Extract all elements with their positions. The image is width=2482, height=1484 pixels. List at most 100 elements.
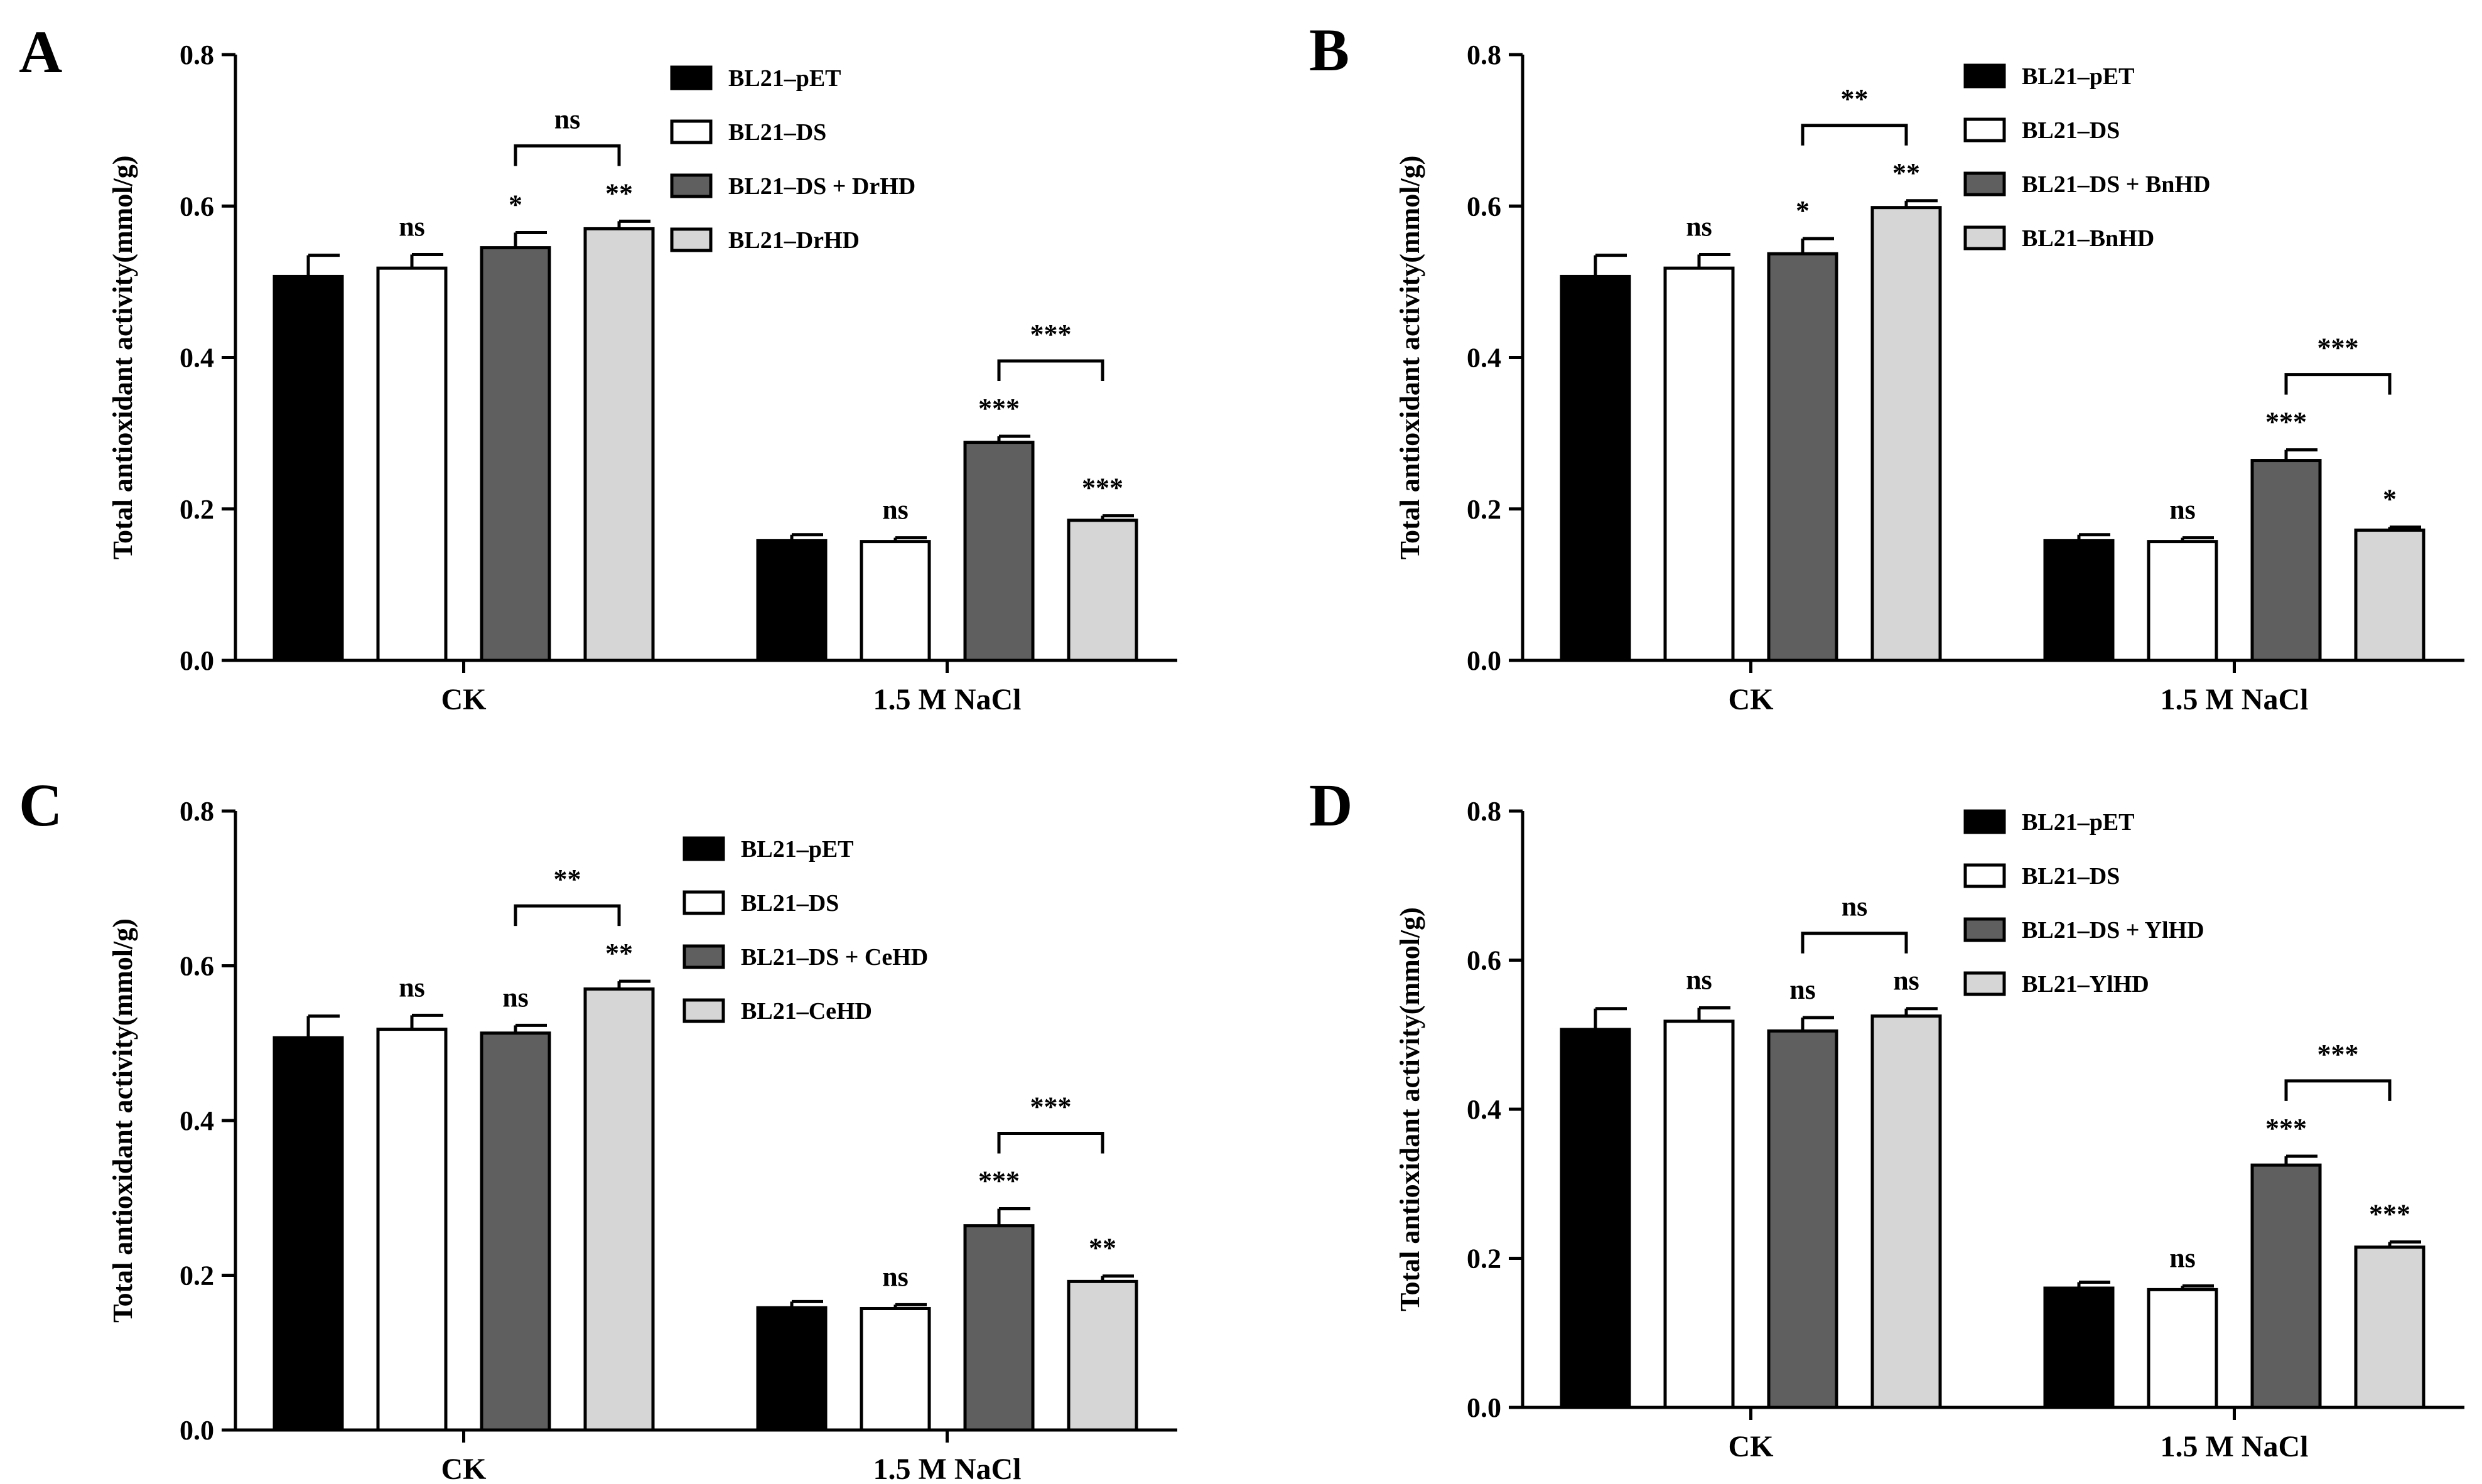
bar <box>376 266 448 662</box>
bar <box>756 1306 828 1432</box>
bracket-label: ns <box>1842 891 1868 922</box>
comparison-bracket <box>1801 932 1908 954</box>
legend-label: BL21–DrHD <box>728 227 860 254</box>
legend-label: BL21–DS + YlHD <box>2022 917 2204 944</box>
y-tick-label: 0.4 <box>180 1105 214 1136</box>
legend-swatch <box>670 173 713 198</box>
y-tick-label: 0.4 <box>1467 343 1501 374</box>
x-category-label: 1.5 M NaCl <box>2161 683 2309 716</box>
bar <box>272 274 344 662</box>
bar <box>1870 206 1942 662</box>
x-category-label: CK <box>441 1453 487 1484</box>
bar <box>583 227 655 662</box>
bar <box>1067 519 1138 662</box>
y-tick-label: 0.2 <box>180 494 214 525</box>
panel-label: B <box>1309 16 1349 83</box>
bar <box>2250 1163 2322 1409</box>
y-tick-label: 0.6 <box>1467 191 1501 222</box>
bar <box>1663 266 1735 662</box>
significance-label: * <box>509 189 522 220</box>
significance-label: *** <box>1082 473 1123 503</box>
bar <box>963 1224 1035 1432</box>
bar <box>480 246 551 662</box>
legend-label: BL21–DS <box>2022 863 2120 890</box>
bar <box>1663 1019 1735 1409</box>
y-tick-label: 0.2 <box>180 1261 214 1291</box>
legend-label: BL21–DS <box>2022 117 2120 144</box>
significance-label: *** <box>978 393 1020 424</box>
y-tick-label: 0.8 <box>1467 796 1501 827</box>
legend-swatch <box>1963 225 2006 250</box>
chart-panel-c: C 0.0 0.2 0.4 0.6 0.8 Total antioxidant activi… <box>19 772 1177 1484</box>
bar <box>1067 1279 1138 1432</box>
y-axis-label: Total antioxidant activity(mmol/g) <box>107 918 138 1323</box>
significance-label: ns <box>1893 965 1919 996</box>
bar <box>272 1036 344 1432</box>
x-category-label: 1.5 M NaCl <box>873 1453 1022 1484</box>
significance-label: ns <box>399 972 425 1003</box>
legend-swatch <box>683 944 725 969</box>
y-tick-label: 0.8 <box>180 796 214 827</box>
y-tick-label: 0.4 <box>1467 1094 1501 1125</box>
significance-label: * <box>1796 195 1810 226</box>
y-tick-label: 0.6 <box>180 191 214 222</box>
significance-label: *** <box>2265 1113 2307 1144</box>
y-tick-label: 0.2 <box>1467 494 1501 525</box>
comparison-bracket <box>2284 1079 2392 1101</box>
significance-label: ns <box>1686 965 1712 996</box>
y-tick-label: 0.8 <box>1467 40 1501 70</box>
bracket-label: ** <box>554 864 581 895</box>
significance-label: ns <box>502 982 529 1013</box>
legend-label: BL21–CeHD <box>741 998 872 1024</box>
legend-swatch <box>1963 809 2006 834</box>
legend-label: BL21–pET <box>741 836 854 863</box>
bar <box>1560 1028 1631 1409</box>
y-tick-label: 0.6 <box>1467 945 1501 976</box>
bar <box>1767 1029 1838 1409</box>
legend-label: BL21–DS + BnHD <box>2022 171 2210 198</box>
significance-label: ns <box>1686 211 1712 242</box>
bar <box>756 539 828 662</box>
legend-label: BL21–DS <box>741 890 839 917</box>
bar <box>1767 252 1838 662</box>
bar <box>480 1031 551 1432</box>
bar <box>2147 540 2218 662</box>
significance-label: *** <box>2369 1198 2410 1229</box>
panel-label: D <box>1309 772 1352 839</box>
y-tick-label: 0.8 <box>180 40 214 70</box>
bracket-label: ** <box>1841 83 1869 114</box>
legend-label: BL21–BnHD <box>2022 225 2154 252</box>
legend-swatch <box>1963 171 2006 196</box>
significance-label: ns <box>1789 974 1816 1005</box>
legend-label: BL21–pET <box>2022 809 2135 836</box>
chart-panel-b: B 0.0 0.2 0.4 0.6 0.8 Total antioxidant activi… <box>1309 16 2464 716</box>
comparison-bracket <box>997 359 1104 381</box>
legend-label: BL21–YlHD <box>2022 971 2149 997</box>
bracket-label: *** <box>2317 1039 2359 1070</box>
bar <box>860 540 931 662</box>
bar <box>376 1028 448 1432</box>
bar <box>2354 529 2425 662</box>
y-tick-label: 0.2 <box>1467 1244 1501 1274</box>
legend-label: BL21–pET <box>2022 63 2135 90</box>
legend-swatch <box>1963 917 2006 942</box>
panel-label: A <box>19 18 62 85</box>
comparison-bracket <box>997 1132 1104 1154</box>
x-category-label: CK <box>1729 683 1774 716</box>
legend-label: BL21–pET <box>728 65 841 92</box>
legend-swatch <box>670 119 713 144</box>
significance-label: ns <box>2169 1242 2196 1273</box>
legend-swatch <box>683 836 725 861</box>
significance-label: ns <box>882 1261 909 1292</box>
bracket-label: *** <box>2317 333 2359 363</box>
significance-label: ns <box>2169 495 2196 525</box>
y-axis-label: Total antioxidant activity(mmol/g) <box>107 156 138 560</box>
bar <box>1560 274 1631 662</box>
bar <box>2354 1245 2425 1409</box>
legend-label: BL21–DS + DrHD <box>728 173 915 200</box>
significance-label: ** <box>605 938 633 969</box>
x-category-label: 1.5 M NaCl <box>2161 1430 2309 1463</box>
comparison-bracket <box>2284 373 2392 395</box>
significance-label: *** <box>978 1166 1020 1196</box>
